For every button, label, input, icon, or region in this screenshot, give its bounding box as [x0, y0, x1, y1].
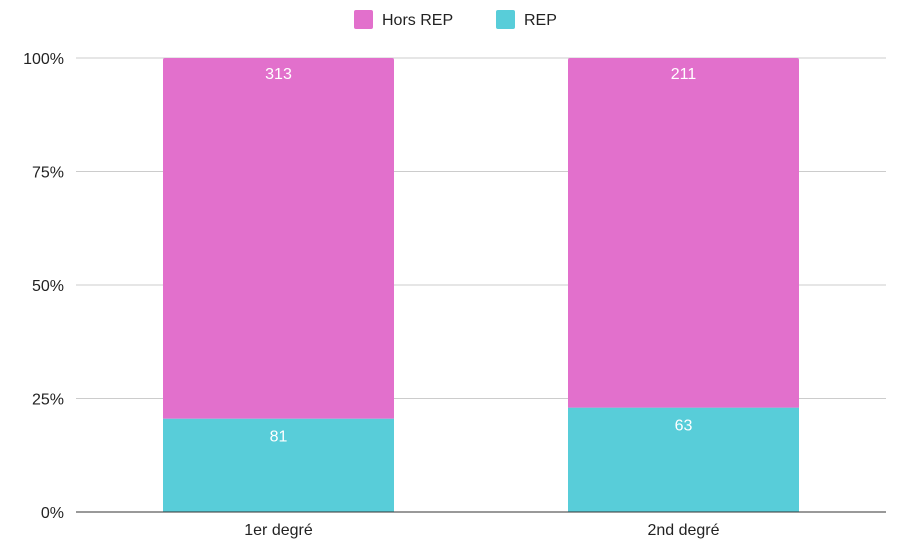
x-tick-label-1er-degre: 1er degré — [244, 522, 313, 539]
x-tick-label-2nd-degre: 2nd degré — [647, 522, 719, 539]
x-axis: 1er degré 2nd degré — [76, 511, 886, 539]
bars: 81 313 63 211 — [163, 58, 799, 512]
legend-label-hors-rep: Hors REP — [382, 12, 453, 29]
legend-swatch-hors-rep — [354, 10, 373, 29]
data-label-rep-2nd-degre: 63 — [675, 418, 693, 435]
y-tick-label-100: 100% — [23, 51, 64, 68]
data-label-hors-rep-1er-degre: 313 — [265, 66, 292, 83]
bar-rep-2nd-degre — [568, 407, 799, 512]
legend: Hors REP REP — [354, 10, 557, 29]
y-axis: 0% 25% 50% 75% 100% — [23, 51, 64, 522]
y-tick-label-0: 0% — [41, 505, 64, 522]
y-tick-label-25: 25% — [32, 392, 64, 409]
y-tick-label-75: 75% — [32, 165, 64, 182]
data-label-hors-rep-2nd-degre: 211 — [671, 66, 697, 83]
bar-rep-1er-degre — [163, 418, 394, 512]
legend-label-rep: REP — [524, 12, 557, 29]
y-tick-label-50: 50% — [32, 278, 64, 295]
bar-hors-rep-1er-degre — [163, 58, 394, 419]
data-label-rep-1er-degre: 81 — [270, 429, 288, 446]
bar-hors-rep-2nd-degre — [568, 58, 799, 408]
legend-swatch-rep — [496, 10, 515, 29]
